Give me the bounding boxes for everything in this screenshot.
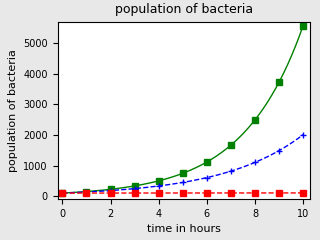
Title: population of bacteria: population of bacteria [115,3,253,16]
X-axis label: time in hours: time in hours [147,224,221,234]
Y-axis label: population of bacteria: population of bacteria [8,49,18,172]
